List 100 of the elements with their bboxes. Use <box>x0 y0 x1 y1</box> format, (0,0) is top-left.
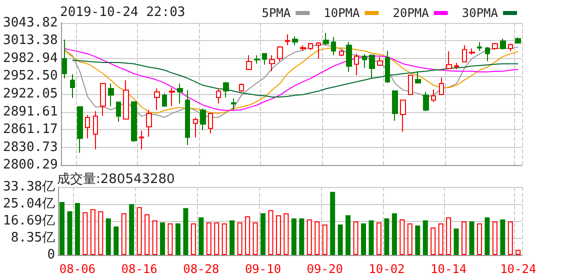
bar <box>376 222 382 255</box>
candlestick <box>469 48 475 56</box>
bar <box>353 221 358 255</box>
legend-label: 30PMA <box>462 6 499 20</box>
candlestick <box>169 87 175 107</box>
bar <box>454 228 459 255</box>
bar <box>462 221 467 255</box>
bar <box>67 211 72 255</box>
candlestick <box>439 77 444 96</box>
bar <box>476 223 482 255</box>
bar <box>415 225 420 255</box>
bar <box>121 213 126 255</box>
candlestick <box>246 54 252 70</box>
y-tick-label: 3013.38 <box>2 33 58 48</box>
candlestick <box>108 83 114 107</box>
candlestick <box>354 53 359 76</box>
candlestick <box>462 44 467 62</box>
bar <box>322 224 328 255</box>
candlestick <box>446 50 452 70</box>
bar <box>314 221 320 255</box>
bar <box>299 218 304 255</box>
candlestick <box>415 70 421 84</box>
bar <box>392 213 397 255</box>
bar <box>361 223 366 255</box>
line-series <box>72 60 519 98</box>
text: 成交量:280543280 <box>57 171 175 187</box>
y-tick-label: 25.04亿 <box>2 196 56 212</box>
y-tick-label: 2861.17 <box>2 122 58 137</box>
candlestick <box>515 37 521 44</box>
bar <box>74 203 80 255</box>
x-tick-label: 08-16 <box>121 262 158 276</box>
candlestick <box>500 38 506 50</box>
candlestick <box>162 93 167 107</box>
chart-title: 2019-10-24 22:03 <box>60 5 186 20</box>
candlestick <box>262 53 267 66</box>
y-tick-label: 0 <box>47 248 56 262</box>
candlestick <box>508 43 513 52</box>
bar <box>252 222 258 255</box>
bar <box>268 210 274 255</box>
x-tick-label: 09-20 <box>306 262 343 276</box>
y-tick-label: 2952.50 <box>2 68 58 84</box>
candlestick <box>177 83 183 104</box>
candlestick <box>408 74 413 95</box>
bar <box>368 220 374 255</box>
candlestick <box>316 41 321 60</box>
bar <box>384 218 390 255</box>
candlestick <box>477 41 482 52</box>
bar <box>407 223 412 255</box>
bar <box>422 220 428 255</box>
bar <box>260 213 266 255</box>
y-tick-label: 2922.05 <box>2 86 58 102</box>
bar <box>160 222 166 255</box>
candlestick <box>277 46 283 62</box>
bar <box>82 212 88 255</box>
x-tick-label: 09-10 <box>244 262 282 276</box>
bar <box>230 220 235 255</box>
bar <box>508 221 513 255</box>
candlestick <box>292 36 298 46</box>
candlestick <box>200 108 206 131</box>
candlestick <box>146 110 152 138</box>
candlestick <box>431 88 436 102</box>
bar <box>106 218 111 255</box>
candlestick <box>77 106 83 154</box>
bar <box>190 223 196 255</box>
bar <box>206 222 212 255</box>
candlestick <box>385 50 390 84</box>
bar <box>168 223 173 255</box>
candlestick <box>216 88 221 104</box>
candlestick <box>323 32 329 46</box>
bar <box>237 222 242 255</box>
candlestick <box>308 42 313 51</box>
bar <box>330 192 336 255</box>
candlestick <box>116 102 121 122</box>
candlestick <box>131 101 137 142</box>
x-tick-label: 08-06 <box>59 262 96 276</box>
bar <box>90 209 96 255</box>
candlestick <box>239 83 244 92</box>
y-tick-label: 2891.61 <box>2 104 58 120</box>
y-tick-label: 2830.73 <box>2 140 58 155</box>
candlestick <box>377 56 383 66</box>
y-tick-label: 33.38亿 <box>2 180 56 194</box>
bar <box>291 218 296 255</box>
candlestick <box>139 130 144 150</box>
candlestick <box>193 116 198 138</box>
candlestick <box>485 46 490 62</box>
candlestick <box>362 54 367 68</box>
candlestick <box>346 41 352 72</box>
candlestick <box>223 81 229 98</box>
candlestick <box>285 34 290 46</box>
bar <box>430 228 436 255</box>
candlestick <box>123 80 129 120</box>
legend-label: 20PMA <box>392 6 430 20</box>
bar <box>214 222 220 255</box>
candlestick <box>100 83 106 116</box>
bar <box>60 202 64 255</box>
y-tick-label: 2800.29 <box>2 158 58 172</box>
bar <box>484 217 490 255</box>
candlestick <box>339 49 344 57</box>
candlestick <box>70 74 75 98</box>
bar <box>222 223 227 255</box>
